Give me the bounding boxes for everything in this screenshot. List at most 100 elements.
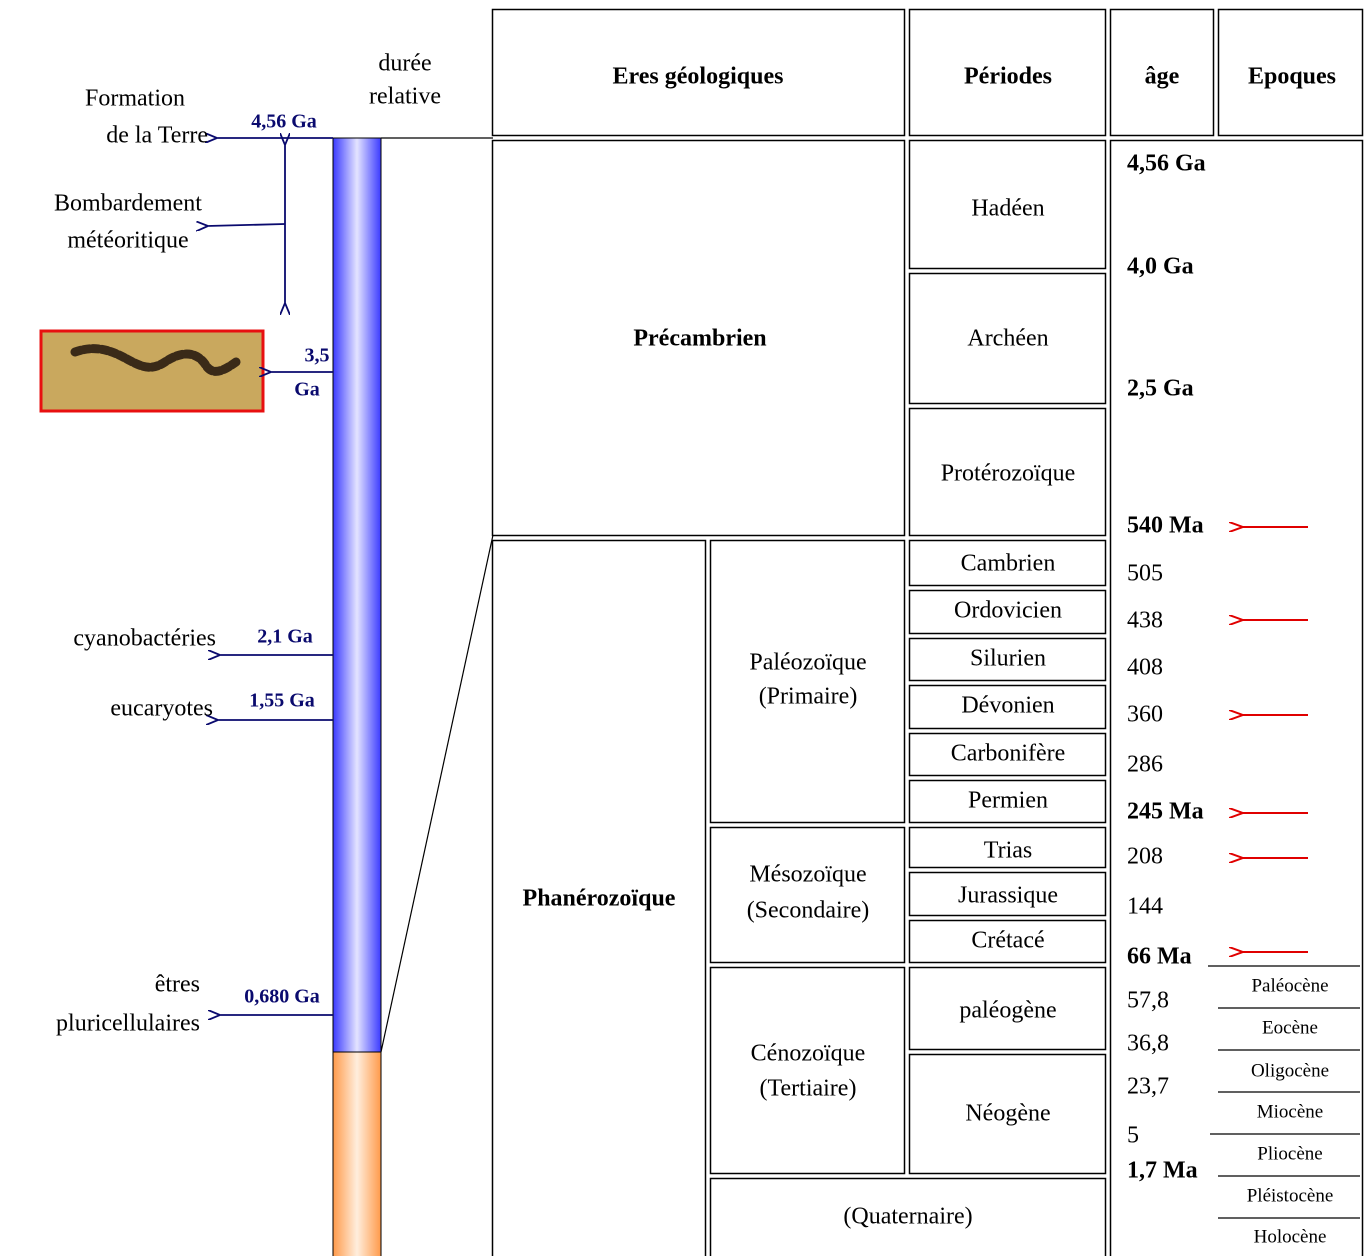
era: Mésozoïque <box>749 862 866 888</box>
epoch: Paléocène <box>1251 975 1328 996</box>
table-cell <box>709 966 906 1175</box>
event-age: 3,5 <box>305 345 330 367</box>
age: 208 <box>1127 844 1163 870</box>
period: Permien <box>968 788 1048 814</box>
table-cell <box>908 919 1107 964</box>
era: Cénozoïque <box>751 1041 866 1067</box>
table-cell <box>709 1177 1107 1256</box>
era: (Quaternaire) <box>843 1204 972 1230</box>
table-cell <box>491 8 906 137</box>
age: 2,5 Ga <box>1127 376 1194 402</box>
table-cell <box>1109 8 1215 137</box>
epoch: Oligocène <box>1251 1060 1329 1081</box>
event-age: 2,1 Ga <box>257 626 313 648</box>
connector <box>380 534 494 1053</box>
period: Protérozoïque <box>941 461 1076 487</box>
age: 4,56 Ga <box>1127 151 1206 177</box>
era: Paléozoïque <box>749 650 866 676</box>
event-arrow <box>207 224 286 226</box>
event-label: pluricellulaires <box>56 1011 200 1037</box>
eon: Précambrien <box>633 326 766 352</box>
event-age: 0,680 Ga <box>244 986 320 1008</box>
epoch: Holocène <box>1254 1226 1327 1247</box>
table-cell <box>908 732 1107 777</box>
period: Crétacé <box>971 928 1044 954</box>
period: Néogène <box>965 1101 1050 1127</box>
age: 1,7 Ma <box>1127 1158 1198 1184</box>
table-cell <box>908 139 1107 270</box>
event-label: de la Terre <box>106 123 208 149</box>
timeline-heading: durée <box>378 51 431 77</box>
age: 286 <box>1127 752 1163 778</box>
age: 360 <box>1127 702 1163 728</box>
table-cell <box>908 539 1107 587</box>
event-label: cyanobactéries <box>73 626 216 652</box>
table-cell <box>908 8 1107 137</box>
age: 66 Ma <box>1127 944 1192 970</box>
period: Trias <box>984 838 1032 864</box>
column-header: Périodes <box>964 64 1052 90</box>
epoch: Miocène <box>1257 1101 1323 1122</box>
epoch: Pléistocène <box>1247 1185 1334 1206</box>
table-cell <box>491 139 906 537</box>
table-cell <box>709 826 906 964</box>
table-cell <box>908 1053 1107 1175</box>
epoch: Eocène <box>1262 1017 1318 1038</box>
table-cell <box>908 966 1107 1051</box>
table-cell <box>1217 8 1364 137</box>
table-cell <box>908 779 1107 824</box>
event-label: météoritique <box>67 228 188 254</box>
table-cell <box>908 637 1107 682</box>
timeline-bar-precambrian <box>332 137 382 1053</box>
period: Silurien <box>970 646 1046 672</box>
event-label: eucaryotes <box>110 696 213 722</box>
column-header: âge <box>1145 64 1180 90</box>
age: 23,7 <box>1127 1074 1169 1100</box>
era: (Primaire) <box>759 684 858 710</box>
age: 144 <box>1127 894 1163 920</box>
eon: Phanérozoïque <box>523 886 676 912</box>
table-cell <box>1109 139 1364 1256</box>
event-label: Formation <box>85 86 185 112</box>
age: 57,8 <box>1127 988 1169 1014</box>
period: Cambrien <box>961 551 1056 577</box>
table-cell <box>908 826 1107 869</box>
age: 438 <box>1127 608 1163 634</box>
age: 540 Ma <box>1127 513 1204 539</box>
table-cell <box>491 539 707 1256</box>
age: 408 <box>1127 655 1163 681</box>
age: 245 Ma <box>1127 799 1204 825</box>
period: Hadéen <box>971 196 1044 222</box>
event-age: 4,56 Ga <box>251 111 317 133</box>
event-label: Bombardement <box>54 191 202 217</box>
timeline-bar-phanerozoic <box>332 1051 382 1256</box>
age: 4,0 Ga <box>1127 254 1194 280</box>
column-header: Eres géologiques <box>613 64 784 90</box>
period: paléogène <box>959 998 1056 1024</box>
event-age: Ga <box>294 379 320 401</box>
period: Jurassique <box>958 883 1058 909</box>
period: Carbonifère <box>951 741 1066 767</box>
epoch: Pliocène <box>1257 1143 1322 1164</box>
table-cell <box>709 539 906 824</box>
timeline-heading: relative <box>369 84 441 110</box>
era: (Secondaire) <box>747 898 870 924</box>
event-label: êtres <box>155 972 200 998</box>
fossil-filament <box>70 344 241 376</box>
age: 5 <box>1127 1123 1139 1149</box>
age: 505 <box>1127 561 1163 587</box>
column-header: Epoques <box>1248 64 1336 90</box>
age: 36,8 <box>1127 1031 1169 1057</box>
table-cell <box>908 589 1107 635</box>
table-cell <box>908 871 1107 917</box>
period: Archéen <box>967 326 1048 352</box>
period: Dévonien <box>961 693 1054 719</box>
event-age: 1,55 Ga <box>249 690 315 712</box>
era: (Tertiaire) <box>760 1076 857 1102</box>
period: Ordovicien <box>954 598 1062 624</box>
timescale-table: Eres géologiques Périodes âge Epoques Précam… <box>491 8 1364 1256</box>
table-cell <box>908 407 1107 537</box>
table-cell <box>908 684 1107 730</box>
table-cell <box>908 272 1107 405</box>
